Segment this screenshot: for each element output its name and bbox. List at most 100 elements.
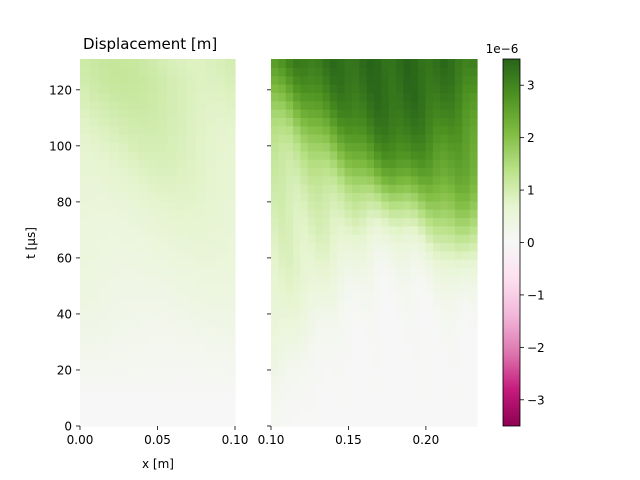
heatmap-cell [388, 234, 397, 244]
heatmap-cell [315, 150, 324, 160]
heatmap-cell [157, 200, 168, 210]
heatmap-cell [403, 334, 412, 344]
heatmap-cell [157, 209, 168, 219]
heatmap-cell [351, 317, 360, 327]
heatmap-cell [315, 409, 324, 419]
heatmap-cell [271, 59, 279, 68]
heatmap-cell [89, 375, 100, 385]
heatmap-cell [396, 242, 405, 252]
heatmap-cell [432, 200, 441, 210]
heatmap-cell [118, 159, 130, 169]
heatmap-cell [147, 167, 159, 177]
heatmap-cell [157, 134, 168, 144]
heatmap-cell [285, 217, 294, 227]
heatmap-cell [80, 259, 91, 269]
heatmap-cell [440, 325, 449, 335]
heatmap-cell [271, 350, 279, 360]
heatmap-cell [186, 334, 197, 344]
heatmap-cell [396, 359, 405, 369]
heatmap-cell [271, 109, 279, 118]
heatmap-cell [118, 267, 130, 277]
heatmap-cell [315, 367, 324, 377]
heatmap-cell [403, 167, 412, 177]
heatmap-cell [396, 92, 405, 102]
heatmap-cell [329, 292, 338, 302]
heatmap-cell [388, 67, 397, 77]
heatmap-cell [293, 167, 302, 177]
heatmap-cell [410, 292, 419, 302]
heatmap-cell [315, 117, 324, 127]
heatmap-cell [215, 267, 226, 277]
heatmap-cell [109, 234, 120, 244]
heatmap-cell [366, 167, 375, 177]
heatmap-cell [410, 392, 419, 402]
x-axis-right: 0.10 0.15 0.20 [258, 426, 439, 447]
heatmap-cell [403, 317, 412, 327]
heatmap-cell [440, 192, 449, 202]
heatmap-cell [293, 242, 302, 252]
heatmap-cell [89, 59, 100, 68]
heatmap-cell [374, 334, 382, 344]
heatmap-cell [300, 234, 309, 244]
heatmap-cell [99, 200, 110, 210]
heatmap-cell [99, 384, 110, 394]
heatmap-cell [196, 59, 207, 68]
heatmap-cell [410, 384, 419, 394]
heatmap-cell [462, 359, 471, 369]
heatmap-cell [337, 284, 346, 294]
heatmap-cell [147, 284, 159, 294]
heatmap-cell [388, 217, 397, 227]
heatmap-cell [176, 325, 188, 335]
heatmap-cell [351, 134, 360, 144]
heatmap-cell [205, 100, 217, 110]
heatmap-cell [440, 142, 449, 152]
heatmap-cell [322, 334, 331, 344]
heatmap-cell [418, 134, 427, 144]
heatmap-cell [366, 217, 375, 227]
heatmap-cell [138, 75, 149, 85]
heatmap-cell [454, 284, 463, 294]
heatmap-cell [447, 117, 456, 127]
heatmap-cell [374, 292, 382, 302]
heatmap-cell [215, 392, 226, 402]
heatmap-cell [469, 392, 478, 402]
heatmap-cell [109, 217, 120, 227]
heatmap-cell [118, 309, 130, 319]
heatmap-cell [109, 317, 120, 327]
heatmap-cell [118, 417, 130, 427]
heatmap-cell [186, 292, 197, 302]
heatmap-cell [403, 117, 412, 127]
heatmap-cell [186, 267, 197, 277]
heatmap-cell [447, 150, 456, 160]
heatmap-cell [425, 67, 434, 77]
heatmap-cell [147, 150, 159, 160]
heatmap-cell [196, 100, 207, 110]
heatmap-cell [109, 392, 120, 402]
heatmap-cell [410, 175, 419, 185]
heatmap-cell [300, 409, 309, 419]
x-tick-label: 0.15 [335, 433, 362, 447]
heatmap-cell [432, 417, 441, 427]
heatmap-cell [432, 250, 441, 260]
heatmap-cell [462, 134, 471, 144]
heatmap-cell [278, 384, 287, 394]
heatmap-cell [447, 334, 456, 344]
heatmap-cell [381, 142, 390, 152]
heatmap-cell [186, 284, 197, 294]
heatmap-cell [293, 367, 302, 377]
heatmap-cell [89, 292, 100, 302]
heatmap-cell [205, 250, 217, 260]
heatmap-cell [109, 350, 120, 360]
heatmap-cell [359, 67, 368, 77]
heatmap-cell [329, 309, 338, 319]
heatmap-cell [196, 325, 207, 335]
heatmap-cell [215, 209, 226, 219]
heatmap-cell [307, 100, 316, 110]
heatmap-cell [351, 59, 360, 68]
heatmap-cell [118, 300, 130, 310]
heatmap-cell [147, 392, 159, 402]
heatmap-cell [118, 92, 130, 102]
heatmap-cell [293, 67, 302, 77]
heatmap-cell [80, 275, 91, 285]
heatmap-cell [425, 267, 434, 277]
